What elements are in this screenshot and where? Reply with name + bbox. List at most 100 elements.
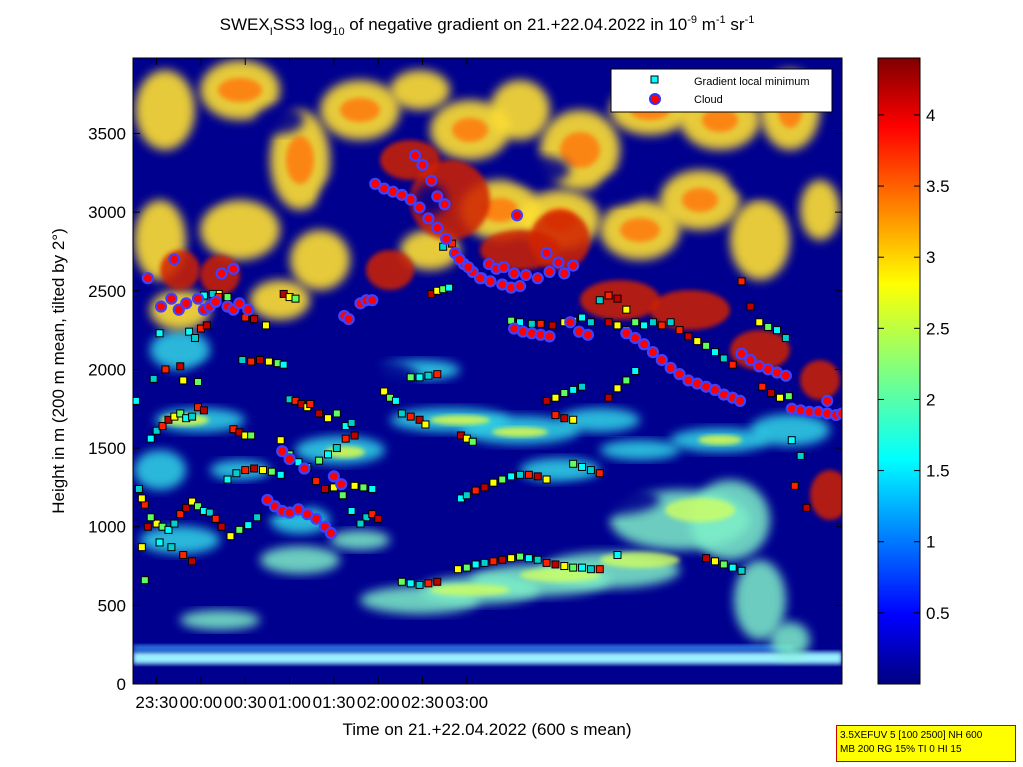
gradient-minimum-marker xyxy=(527,319,536,328)
gradient-minimum-marker xyxy=(569,385,578,394)
gradient-minimum-marker xyxy=(294,458,303,467)
cloud-marker xyxy=(519,268,533,282)
gradient-minimum-marker xyxy=(250,464,259,473)
heat-region xyxy=(160,250,200,290)
gradient-minimum-marker xyxy=(433,577,442,586)
info-line-1: 3.5XEFUV 5 [100 2500] NH 600 xyxy=(840,730,983,741)
gradient-minimum-marker xyxy=(350,431,359,440)
gradient-minimum-marker xyxy=(640,321,649,330)
heat-region xyxy=(810,470,842,520)
gradient-minimum-marker xyxy=(149,374,158,383)
y-axis-label: Height in m (200 m mean, tilted by 2°) xyxy=(49,228,68,514)
gradient-minimum-marker xyxy=(595,296,604,305)
gradient-minimum-marker xyxy=(276,436,285,445)
cloud-marker xyxy=(324,526,338,540)
heat-region xyxy=(560,408,640,432)
x-tick-label: 02:00 xyxy=(357,693,400,712)
cloud-marker xyxy=(646,346,660,359)
colorbar-tick-label: 3 xyxy=(926,248,935,267)
heat-region xyxy=(734,560,786,640)
heat-region xyxy=(140,526,220,554)
chart-title: SWEXISS3 log10 of negative gradient on 2… xyxy=(220,14,755,38)
gradient-minimum-marker xyxy=(551,560,560,569)
gradient-minimum-marker xyxy=(586,466,595,475)
gradient-minimum-marker xyxy=(202,321,211,330)
gradient-minimum-marker xyxy=(244,521,253,530)
gradient-minimum-marker xyxy=(551,393,560,402)
cloud-marker xyxy=(637,338,651,351)
heat-region xyxy=(620,218,660,242)
gradient-minimum-marker xyxy=(622,305,631,314)
gradient-minimum-marker xyxy=(424,579,433,588)
gradient-minimum-marker xyxy=(758,382,767,391)
cloud-marker xyxy=(735,347,748,360)
gradient-minimum-marker xyxy=(613,294,622,303)
gradient-minimum-marker xyxy=(533,472,542,481)
heat-region xyxy=(256,106,304,134)
heat-region xyxy=(290,230,350,290)
heat-region xyxy=(340,360,420,400)
cloud-marker xyxy=(215,267,228,280)
gradient-minimum-marker xyxy=(341,434,350,443)
gradient-minimum-marker xyxy=(767,389,776,398)
x-axis-ticks: 23:30 00:00 00:30 01:00 01:30 02:00 02:30 03:00 xyxy=(135,58,488,712)
colorbar-tick-label: 1.5 xyxy=(926,462,950,481)
gradient-minimum-marker xyxy=(161,365,170,374)
gradient-minimum-marker xyxy=(415,415,424,424)
gradient-minimum-marker xyxy=(306,400,315,409)
gradient-minimum-marker xyxy=(622,376,631,385)
gradient-minimum-marker xyxy=(498,555,507,564)
gradient-minimum-marker xyxy=(515,318,524,327)
gradient-minimum-marker xyxy=(790,481,799,490)
gradient-minimum-marker xyxy=(424,371,433,380)
heat-region xyxy=(600,552,680,568)
x-tick-label: 01:30 xyxy=(313,693,356,712)
gradient-minimum-marker xyxy=(728,360,737,369)
heat-region xyxy=(340,98,380,122)
gradient-minimum-marker xyxy=(515,552,524,561)
cloud-marker xyxy=(233,297,246,310)
cloud-marker xyxy=(310,512,323,525)
gradient-minimum-marker xyxy=(604,393,613,402)
gradient-minimum-marker xyxy=(560,562,569,571)
gradient-minimum-marker xyxy=(276,470,285,479)
gradient-minimum-marker xyxy=(253,513,262,522)
x-tick-label: 23:30 xyxy=(135,693,178,712)
gradient-minimum-marker xyxy=(480,483,489,492)
cloud-marker xyxy=(558,267,571,280)
cloud-marker xyxy=(655,353,668,367)
gradient-minimum-marker xyxy=(188,497,197,506)
cloud-marker xyxy=(172,303,185,316)
heat-region xyxy=(430,415,490,425)
heat-region xyxy=(730,166,790,194)
cloud-marker xyxy=(416,158,429,172)
gradient-minimum-marker xyxy=(179,551,188,560)
colorbar-tick-label: 0.5 xyxy=(926,604,950,623)
gradient-minimum-marker xyxy=(710,348,719,357)
gradient-minimum-marker xyxy=(415,580,424,589)
gradient-minimum-marker xyxy=(613,384,622,393)
x-tick-label: 01:00 xyxy=(268,693,311,712)
heat-region xyxy=(135,70,195,150)
heat-region xyxy=(800,180,840,240)
x-tick-label: 03:00 xyxy=(446,693,489,712)
cloud-marker xyxy=(497,261,510,274)
legend-marker-gradient-min xyxy=(650,75,659,84)
gradient-minimum-marker xyxy=(406,412,415,421)
gradient-minimum-marker xyxy=(737,566,746,575)
gradient-minimum-marker xyxy=(524,470,533,479)
gradient-minimum-marker xyxy=(781,333,790,342)
gradient-minimum-marker xyxy=(193,502,202,511)
gradient-minimum-marker xyxy=(548,321,557,330)
cloud-marker xyxy=(664,361,677,374)
gradient-minimum-marker xyxy=(235,525,244,534)
y-tick-label: 500 xyxy=(98,596,126,615)
gradient-minimum-marker xyxy=(264,357,273,366)
gradient-minimum-marker xyxy=(170,519,179,528)
gradient-minimum-marker xyxy=(211,514,220,523)
cloud-marker xyxy=(154,300,168,313)
gradient-minimum-marker xyxy=(140,576,149,585)
gradient-minimum-marker xyxy=(595,469,604,478)
cloud-marker xyxy=(168,253,181,266)
gradient-minimum-marker xyxy=(185,327,194,336)
